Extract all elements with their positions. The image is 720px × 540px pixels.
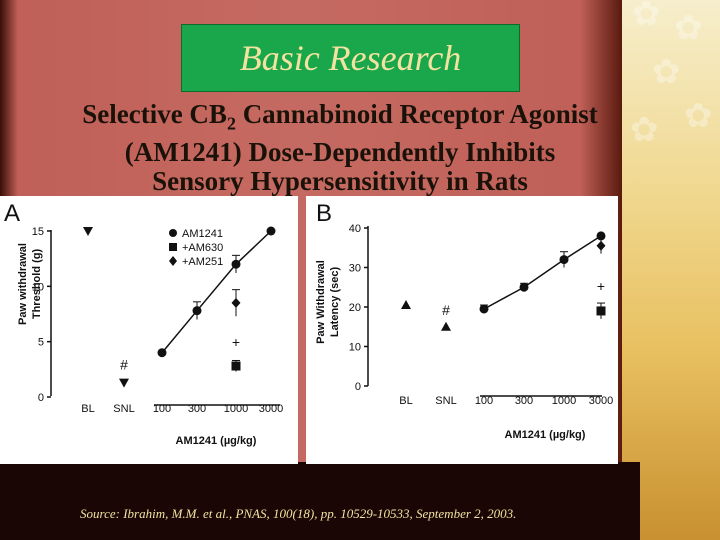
- title-box: Basic Research: [181, 24, 520, 92]
- flower-ornament-icon: ✿: [684, 96, 713, 136]
- heading-line-3: Sensory Hypersensitivity in Rats: [152, 166, 528, 197]
- data-point-circle: [559, 255, 569, 265]
- data-point-triangle: [401, 300, 411, 310]
- x-axis-label: AM1241 (µg/kg): [505, 429, 586, 441]
- flower-ornament-icon: ✿: [630, 110, 659, 150]
- significance-annotation: +: [597, 278, 605, 294]
- y-tick-label: 10: [349, 342, 361, 354]
- x-tick-label: BL: [399, 395, 412, 407]
- slide-heading: Selective CB2 Cannabinoid Receptor Agoni…: [10, 100, 670, 196]
- data-point-square: [231, 361, 241, 371]
- y-axis-label-line-1: Paw Withdrawal: [315, 260, 327, 344]
- data-point-diamond: [231, 297, 241, 308]
- x-tick-label: 3000: [589, 395, 613, 407]
- y-axis-label-line-2: Latency (sec): [329, 267, 341, 338]
- source-citation: Source: Ibrahim, M.M. et al., PNAS, 100(…: [80, 506, 517, 521]
- chart-b: B Paw Withdrawal Latency (sec) AM1241 (µ…: [315, 200, 613, 441]
- flower-ornament-icon: ✿: [674, 8, 703, 48]
- flower-ornament-icon: ✿: [652, 52, 681, 92]
- chart-panel-b: B Paw Withdrawal Latency (sec) AM1241 (µ…: [306, 196, 618, 464]
- x-tick-label: 300: [515, 395, 533, 407]
- significance-annotation: +: [232, 334, 240, 350]
- data-point-circle: [231, 259, 241, 269]
- data-point-circle: [519, 282, 529, 292]
- legend-item: +AM630: [182, 242, 223, 254]
- chart-a: A Paw withdrawal Threshold (g) AM1241 (µ…: [4, 200, 283, 447]
- heading-line-2: (AM1241) Dose-Dependently Inhibits: [124, 137, 556, 168]
- significance-annotation: #: [442, 302, 450, 318]
- data-point-triangle: [83, 227, 93, 236]
- y-tick-label: 5: [38, 337, 44, 349]
- heading-text: Selective CB: [82, 99, 227, 129]
- x-tick-label: 1000: [224, 403, 248, 415]
- data-point-square: [596, 306, 606, 316]
- legend-item: +AM251: [182, 256, 223, 268]
- footer-band: [0, 462, 640, 540]
- series-line: [161, 230, 272, 354]
- y-tick-label: 15: [32, 226, 44, 238]
- data-point-circle: [266, 226, 276, 236]
- x-axis-label: AM1241 (µg/kg): [176, 435, 257, 447]
- x-tick-label: BL: [81, 403, 94, 415]
- heading-line-1: Selective CB2 Cannabinoid Receptor Agoni…: [10, 100, 670, 138]
- data-point-circle: [157, 348, 167, 358]
- panel-label-b: B: [316, 200, 332, 227]
- x-tick-label: 1000: [552, 395, 576, 407]
- slide-title: Basic Research: [239, 38, 462, 78]
- y-tick-label: 40: [349, 223, 361, 235]
- y-tick-label: 20: [349, 302, 361, 314]
- data-point-triangle: [441, 321, 451, 331]
- data-point-circle: [192, 306, 202, 316]
- y-tick-label: 30: [349, 263, 361, 275]
- legend-item: AM1241: [182, 228, 223, 240]
- heading-text: Cannabinoid Receptor Agonist: [235, 99, 598, 129]
- significance-annotation: #: [120, 356, 128, 372]
- y-tick-label: 10: [32, 281, 44, 293]
- x-tick-label: SNL: [435, 395, 456, 407]
- x-tick-label: SNL: [113, 403, 134, 415]
- legend-square-marker: [169, 243, 177, 251]
- data-point-triangle: [119, 378, 129, 388]
- heading-subscript: 2: [226, 113, 236, 134]
- data-point-circle: [479, 304, 489, 314]
- x-tick-label: 3000: [259, 403, 283, 415]
- flower-ornament-icon: ✿: [632, 0, 661, 34]
- x-tick-label: 100: [153, 403, 171, 415]
- chart-panel-a: A Paw withdrawal Threshold (g) AM1241 (µ…: [0, 196, 298, 464]
- panel-label-a: A: [4, 200, 20, 227]
- y-axis-label-line-2: Threshold (g): [31, 249, 43, 320]
- legend: AM1241 +AM630 +AM251: [169, 228, 223, 268]
- x-tick-label: 100: [475, 395, 493, 407]
- series-line: [483, 235, 602, 310]
- decorative-sidebar: ✿ ✿ ✿ ✿ ✿: [622, 0, 720, 540]
- y-axis-label-line-1: Paw withdrawal: [17, 243, 29, 325]
- y-tick-label: 0: [355, 381, 361, 393]
- legend-circle-marker: [169, 229, 177, 237]
- y-tick-label: 0: [38, 392, 44, 404]
- legend-diamond-marker: [169, 256, 177, 266]
- data-point-diamond: [596, 240, 606, 251]
- x-tick-label: 300: [188, 403, 206, 415]
